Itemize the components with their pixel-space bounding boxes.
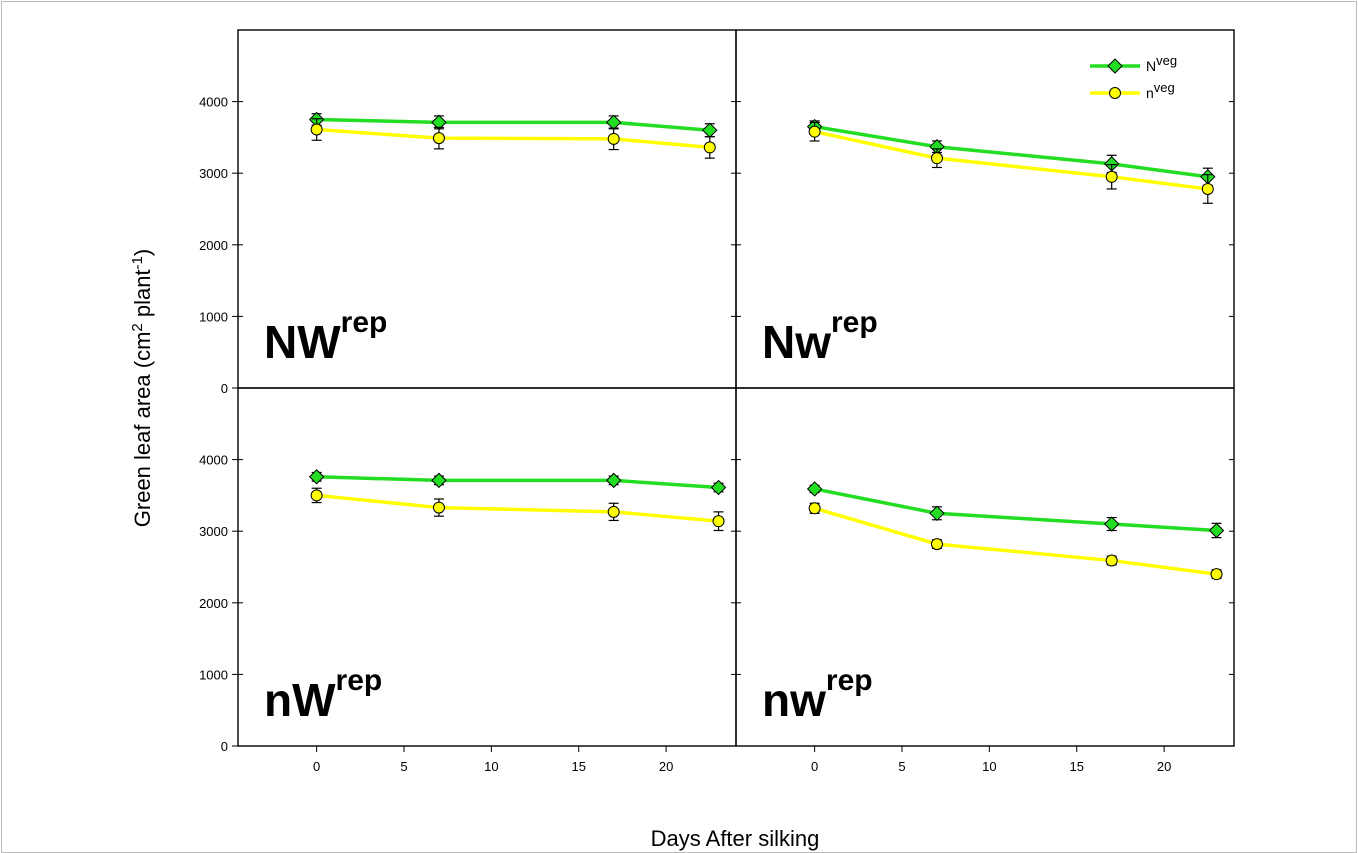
legend-label: Nveg	[1146, 53, 1177, 74]
data-point	[930, 152, 943, 165]
series-nveg	[808, 121, 1214, 204]
x-tick-label: 5	[898, 759, 905, 774]
series-line	[316, 475, 719, 490]
y-axis-title: Green leaf area (cm2 plant-1)	[129, 249, 156, 527]
y-tick-label: 1000	[199, 309, 228, 324]
panel-label: Nwrep	[762, 306, 878, 368]
data-point	[607, 132, 620, 145]
panel-label: NWrep	[264, 306, 387, 368]
x-tick-label: 20	[1157, 759, 1171, 774]
panel-1: 0 1000 2000 3000 4000 NWrep	[199, 29, 737, 396]
x-tick-label: 0	[313, 759, 320, 774]
data-point	[806, 481, 823, 497]
y-tick-label: 3000	[199, 524, 228, 539]
y-tick-label: 0	[221, 381, 228, 396]
y-tick-label: 2000	[199, 238, 228, 253]
data-point	[432, 501, 445, 514]
y-axis-title-sup2: -1	[129, 256, 146, 269]
data-point	[607, 505, 620, 518]
data-point	[929, 505, 945, 522]
y-tick-label: 1000	[199, 667, 228, 682]
x-tick-label: 10	[982, 759, 996, 774]
data-point	[1105, 554, 1118, 567]
data-point	[710, 479, 727, 496]
data-point	[431, 472, 447, 489]
panel-3: 0 1000 2000 3000 4000 0 5 10 15 20 nWrep	[199, 387, 737, 774]
data-point	[1210, 568, 1223, 581]
y-tick-label: 3000	[199, 166, 228, 181]
series-line	[814, 124, 1209, 179]
data-point	[1208, 522, 1225, 539]
x-tick-label: 20	[659, 759, 673, 774]
series-line	[814, 487, 1217, 533]
series-line	[814, 129, 1209, 191]
panel-label: nWrep	[264, 664, 382, 726]
y-tick-label: 4000	[199, 453, 228, 468]
y-axis-title-sup1: 2	[129, 323, 146, 331]
x-tick-label: 10	[484, 759, 498, 774]
legend-marker	[1109, 87, 1121, 99]
data-point	[808, 502, 821, 515]
legend-label: nveg	[1146, 80, 1175, 101]
panel-2: Nwrep	[735, 29, 1235, 389]
series-nveg	[808, 502, 1223, 581]
series-nveg	[310, 487, 725, 532]
panel-label: nwrep	[762, 664, 873, 726]
data-point	[712, 515, 725, 528]
series-Nveg	[308, 469, 727, 496]
legend-entry-Nveg: Nveg	[1090, 53, 1177, 74]
series-Nveg	[806, 481, 1225, 539]
x-tick-label: 15	[572, 759, 586, 774]
legend: Nveg nveg	[1090, 53, 1177, 101]
panel-4: 0 5 10 15 20 nwrep	[735, 387, 1235, 774]
data-point	[703, 141, 716, 154]
series-line	[316, 117, 710, 132]
data-point	[432, 132, 445, 145]
series-line	[814, 506, 1217, 576]
data-point	[310, 123, 323, 136]
data-point	[308, 469, 325, 485]
series-line	[316, 127, 710, 150]
legend-entry-nveg: nveg	[1090, 80, 1175, 101]
x-axis-title: Days After silking	[651, 826, 820, 851]
data-point	[310, 489, 323, 502]
y-tick-label: 4000	[199, 95, 228, 110]
x-tick-label: 0	[811, 759, 818, 774]
series-line	[316, 493, 719, 523]
data-point	[1201, 182, 1214, 195]
y-tick-label: 0	[221, 739, 228, 754]
x-tick-label: 5	[400, 759, 407, 774]
data-point	[1105, 170, 1118, 183]
panel-frame	[735, 387, 1235, 747]
data-point	[1103, 516, 1120, 532]
series-nveg	[310, 118, 716, 159]
legend-marker	[1107, 58, 1123, 74]
data-point	[930, 538, 943, 551]
y-tick-label: 2000	[199, 596, 228, 611]
data-point	[605, 472, 622, 489]
data-point	[808, 125, 821, 138]
x-tick-label: 15	[1070, 759, 1084, 774]
